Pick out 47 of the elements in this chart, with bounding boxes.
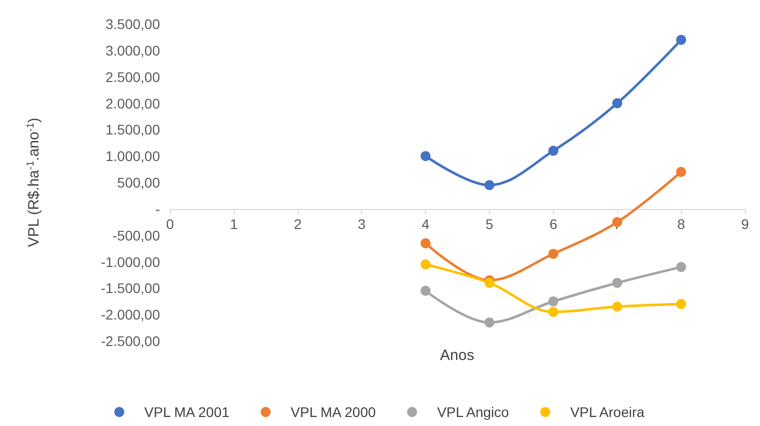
- point: [612, 302, 622, 312]
- y-tick-label: -2.500,00: [100, 333, 160, 349]
- x-tick-label: 1: [230, 216, 238, 232]
- y-tick-label: -: [155, 200, 160, 217]
- x-tick-label: 3: [358, 216, 366, 232]
- point: [676, 299, 686, 310]
- y-tick-label: 1.500,00: [106, 122, 160, 138]
- point: [420, 151, 431, 162]
- point: [420, 259, 431, 270]
- y-tick-label: 3.500,00: [106, 16, 160, 32]
- y-tick-label: 2.000,00: [106, 95, 160, 112]
- point: [676, 34, 686, 45]
- legend-label: VPL MA 2000: [290, 404, 376, 420]
- point: [676, 262, 686, 272]
- x-axis-title: Anos: [440, 347, 474, 364]
- point: [484, 318, 494, 328]
- y-tick-label: 2.500,00: [106, 68, 160, 85]
- x-tick-label: 2: [294, 216, 302, 232]
- y-tick-label: 3.000,00: [106, 42, 160, 58]
- point: [676, 166, 686, 177]
- y-axis-title: VPL (R$.ha-1.ano-1): [26, 118, 42, 247]
- point: [484, 180, 494, 190]
- point: [548, 248, 558, 259]
- y-tick-label: -1.000,00: [100, 254, 160, 270]
- x-tick-label: 4: [422, 216, 430, 232]
- point: [548, 146, 558, 156]
- x-tick-label: 8: [677, 216, 686, 232]
- point: [548, 296, 558, 306]
- legend-label: VPL MA 2001: [144, 404, 230, 420]
- y-tick-label: -500,00: [112, 227, 160, 244]
- point: [612, 217, 622, 228]
- y-tick-label: 500,00: [117, 174, 160, 190]
- point: [612, 98, 622, 108]
- x-tick-label: 9: [741, 216, 750, 232]
- y-tick-label: 1.000,00: [106, 148, 160, 164]
- point: [612, 278, 622, 288]
- point: [484, 278, 494, 288]
- x-tick-label: 5: [486, 216, 494, 232]
- legend-label: VPL Aroeira: [570, 404, 645, 420]
- x-tick-label: 6: [549, 216, 558, 232]
- y-tick-label: -2.000,00: [100, 306, 160, 323]
- legend-label: VPL Angico: [437, 404, 510, 420]
- point: [420, 238, 431, 248]
- point: [548, 306, 558, 317]
- y-tick-label: -1.500,00: [100, 280, 160, 296]
- point: [420, 286, 431, 296]
- x-tick-label: 0: [166, 216, 174, 232]
